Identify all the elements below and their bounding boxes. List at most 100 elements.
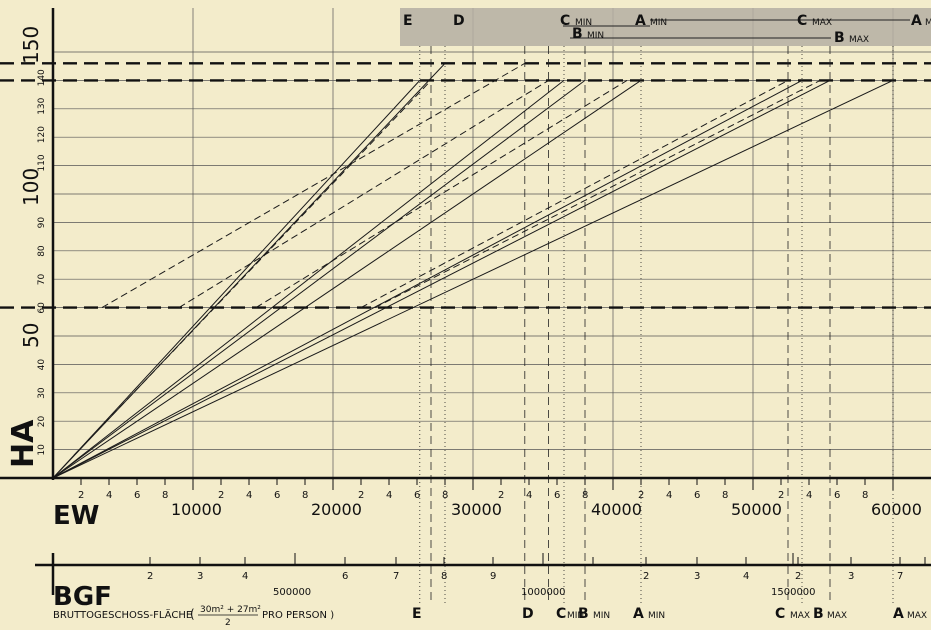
top-marker-label: C [560,13,570,29]
bgf-major-tick-label: 500000 [273,587,311,598]
top-marker-label: A [635,13,646,29]
x-minor-tick-label: 2 [78,490,84,501]
y-minor-tick-label: 110 [37,154,47,171]
top-marker-label: C [797,13,807,29]
bgf-minor-tick-label: 3 [848,571,854,582]
y-minor-tick-label: 60 [37,302,47,314]
bgf-minor-tick-label: 2 [795,571,801,582]
x-minor-tick-label: 2 [778,490,784,501]
top-marker-label: MAX [812,18,832,28]
bottom-marker-label: A [633,606,644,622]
x-minor-tick-label: 6 [414,490,420,501]
series-line [73,80,432,456]
bottom-marker-label: C [775,606,785,622]
y-minor-tick-label: 140 [37,69,47,86]
x-minor-tick-label: 8 [302,490,308,501]
x-minor-tick-label: 6 [134,490,140,501]
bgf-minor-tick-label: 4 [242,571,248,582]
y-minor-tick-label: 120 [37,126,47,143]
x-minor-tick-label: 4 [806,490,812,501]
x-minor-tick-label: 6 [834,490,840,501]
bottom-marker-label: C [556,606,566,622]
bottom-marker-label: A [893,606,904,622]
series-line [52,79,831,479]
bgf-major-tick-label: 1000000 [521,587,566,598]
top-band: EDCMINBMINAMINCMAXBMAXAMIN [400,8,931,46]
top-marker-label: MIN [925,18,931,28]
series-lines [52,62,894,479]
y-major-tick-label: 50 [19,323,43,348]
x-minor-tick-label: 6 [694,490,700,501]
x-minor-tick-label: 2 [358,490,364,501]
y-minor-tick-label: 90 [37,217,47,229]
y-minor-tick-label: 40 [37,359,47,371]
series-line [52,80,421,479]
series-line [52,79,803,479]
bottom-marker-label: MAX [790,611,810,621]
x-minor-tick-label: 8 [442,490,448,501]
x-minor-tick-label: 8 [722,490,728,501]
x-minor-tick-label: 6 [274,490,280,501]
bottom-marker-label: MIN [593,611,610,621]
x-minor-tick-label: 8 [862,490,868,501]
top-marker-label: MIN [575,18,592,28]
bgf-minor-tick-label: 9 [490,571,496,582]
series-line [52,80,565,479]
bgf-minor-tick-label: 2 [147,571,153,582]
top-marker-label: E [403,13,413,29]
x-minor-tick-label: 2 [638,490,644,501]
x-axis-title: EW [53,501,99,531]
top-marker-label: B [572,26,583,42]
y-minor-tick-label: 70 [37,273,47,285]
bgf-unit-open: ( [190,607,195,621]
bottom-marker-label: MIN [648,611,665,621]
x-major-tick-label: 60000 [871,500,922,519]
x-minor-tick-label: 4 [106,490,112,501]
x-minor-tick-label: 4 [386,490,392,501]
top-marker-label: MIN [587,31,604,41]
y-minor-tick-label: 80 [37,245,47,257]
bgf-description: BRUTTOGESCHOSS-FLÄCHE [53,608,192,621]
series-line [360,79,789,309]
top-marker-label: B [834,30,845,46]
bottom-marker-label: MAX [907,611,927,621]
bgf-minor-tick-label: 4 [743,571,749,582]
series-line [52,79,642,479]
series-line [52,79,894,479]
y-minor-tick-label: 30 [37,387,47,399]
y-major-tick-label: 100 [19,168,43,206]
bgf-fraction-numerator: 30m² + 27m² [200,605,261,615]
bottom-marker-label: B [578,606,589,622]
top-marker-label: MAX [849,35,869,45]
top-marker-label: MIN [650,18,667,28]
x-major-tick-label: 50000 [731,500,782,519]
y-minor-tick-label: 130 [37,97,47,114]
bgf-minor-tick-label: 3 [197,571,203,582]
series-line [52,63,446,479]
x-major-tick-label: 20000 [311,500,362,519]
y-major-tick-label: 150 [19,26,43,64]
bgf-minor-tick-label: 3 [694,571,700,582]
series-line [178,79,549,309]
y-minor-tick-label: 20 [37,415,47,427]
series-line [374,79,821,309]
bgf-major-tick-label: 1500000 [771,587,816,598]
bgf-fraction-denominator: 2 [225,618,231,628]
bgf-axis-title: BGF [53,582,112,612]
x-major-tick-label: 40000 [591,500,642,519]
x-minor-tick-label: 4 [666,490,672,501]
series-line [255,79,628,309]
bottom-marker-label: D [522,606,534,622]
bgf-minor-tick-label: 7 [897,571,903,582]
series-line [52,79,586,479]
x-minor-tick-label: 8 [582,490,588,501]
x-major-tick-label: 30000 [451,500,502,519]
x-minor-tick-label: 2 [498,490,504,501]
bgf-minor-tick-label: 8 [441,571,447,582]
bottom-marker-label: MAX [827,611,847,621]
x-minor-tick-label: 2 [218,490,224,501]
top-marker-label: A [911,13,922,29]
x-major-tick-label: 10000 [171,500,222,519]
grid [0,8,931,605]
